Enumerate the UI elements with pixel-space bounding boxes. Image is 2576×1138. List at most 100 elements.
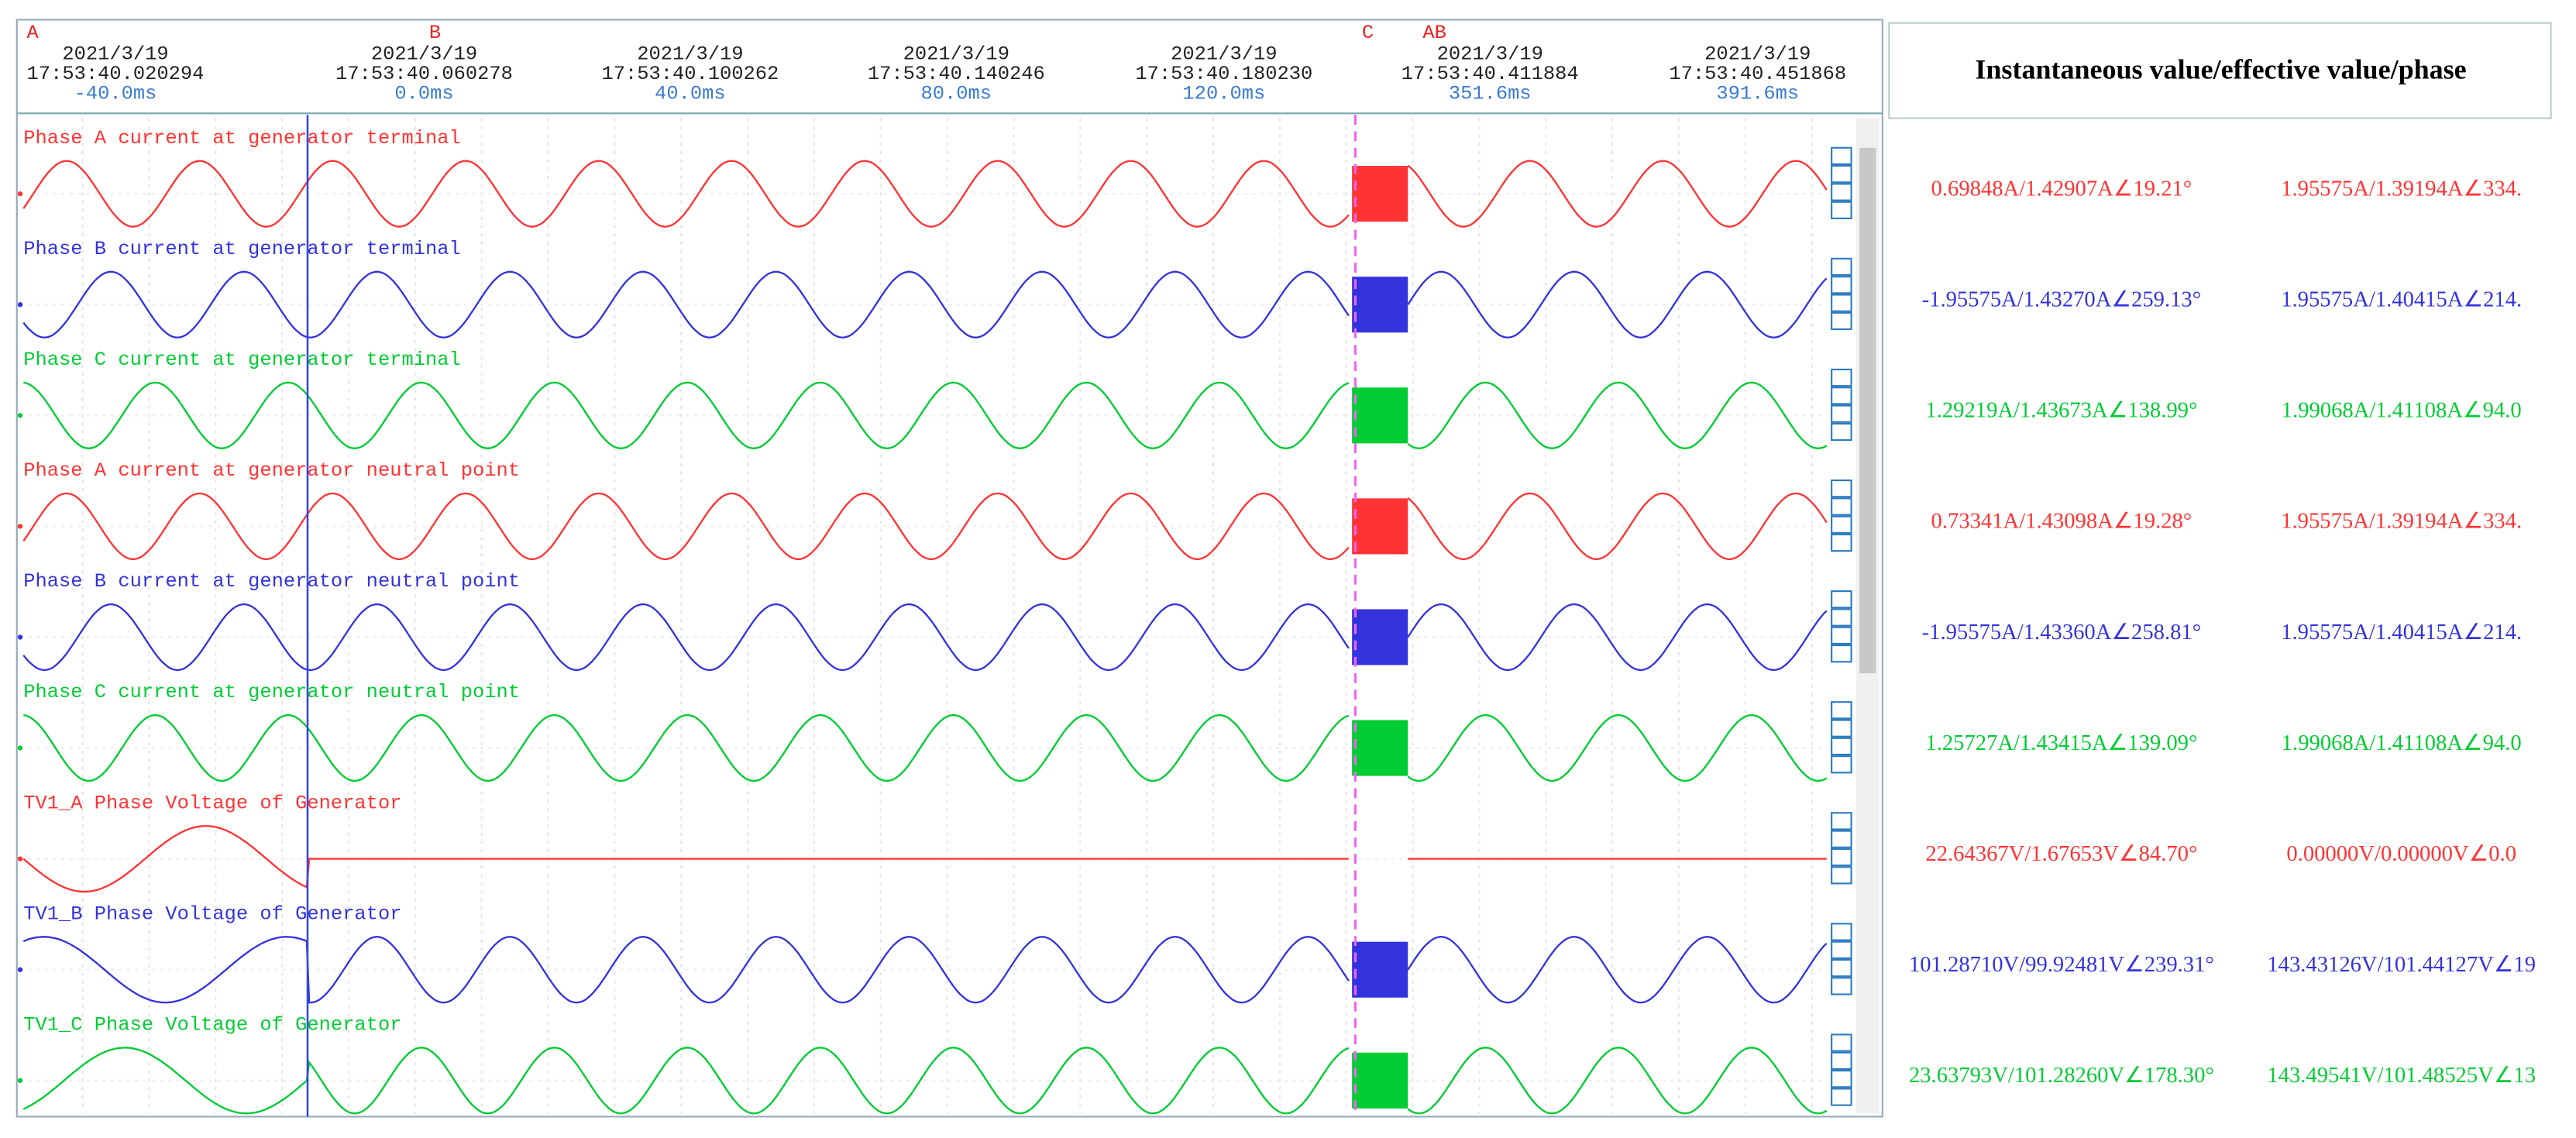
value-text: 0.73341A/1.43098A∠19.28° [1931,510,2193,534]
ts-time: 17:53:40.060278 [335,63,513,85]
channel-name: Phase C current at generator terminal [23,349,460,371]
row-button[interactable] [1831,940,1852,959]
ts-date: 2021/3/19 [62,43,168,66]
waveforms [17,160,1828,1115]
waveform [22,936,1828,1004]
row-button[interactable] [1831,812,1852,830]
ts-date: 2021/3/19 [371,43,477,66]
channel-name: TV1_A Phase Voltage of Generator [23,792,401,814]
burst [1352,387,1408,444]
value-text: 1.99068A/1.41108A∠94.0 [2282,731,2522,755]
value-text: 23.63793V/101.28260V∠178.30° [1909,1064,2214,1088]
waveform [23,381,1828,449]
value-text: 0.69848A/1.42907A∠19.21° [1931,177,2193,201]
burst [1352,498,1408,555]
burst [1352,720,1408,776]
row-marker [17,413,23,418]
value-text: 1.29219A/1.43673A∠138.99° [1925,399,2197,423]
burst [1352,609,1408,665]
value-text: 1.95575A/1.39194A∠334. [2281,510,2522,534]
row-marker [17,967,23,972]
row-button[interactable] [1831,590,1852,609]
row-button[interactable] [1831,183,1852,201]
value-panel: 0.69848A/1.42907A∠19.21° 1.95575A/1.39194… [1909,177,2536,1088]
row-button[interactable] [1831,830,1852,848]
row-button[interactable] [1831,847,1852,867]
value-text: 1.95575A/1.39194A∠334. [2281,177,2522,201]
ts-offset: -40.0ms [74,83,157,105]
row-button[interactable] [1831,977,1852,995]
channel-name: Phase B current at generator terminal [23,238,460,260]
scroll-thumb[interactable] [1859,147,1876,674]
row-button[interactable] [1831,515,1852,534]
waveform [23,713,1828,782]
channel-name: Phase B current at generator neutral poi… [23,570,520,593]
ts-time: 17:53:40.451868 [1669,63,1846,85]
waveform [22,492,1828,560]
row-button[interactable] [1831,608,1852,627]
row-button[interactable] [1831,1088,1852,1106]
row-button[interactable] [1831,387,1852,405]
cursor-label: B [429,22,441,44]
channel-name: Phase A current at generator neutral poi… [23,459,520,482]
row-button[interactable] [1831,497,1852,516]
ts-offset: 391.6ms [1716,83,1799,105]
ts-time: 17:53:40.100262 [601,63,779,85]
row-button[interactable] [1831,1033,1852,1052]
row-button[interactable] [1831,479,1852,498]
channel-name: TV1_C Phase Voltage of Generator [23,1013,401,1036]
row-button[interactable] [1831,368,1852,387]
row-button[interactable] [1831,1051,1852,1071]
row-button[interactable] [1831,626,1852,645]
waveform [22,603,1828,672]
ts-offset: 40.0ms [655,83,726,105]
value-text: -1.95575A/1.43360A∠258.81° [1922,621,2202,645]
ts-date: 2021/3/19 [1171,43,1277,66]
value-text: 1.95575A/1.40415A∠214. [2281,621,2522,645]
row-marker [17,745,23,751]
ts-time: 17:53:40.140246 [868,63,1045,85]
channel-name: Phase C current at generator neutral poi… [23,681,520,703]
cursor-label: AB [1422,22,1446,44]
value-text: 1.99068A/1.41108A∠94.0 [2282,399,2522,423]
burst [1352,941,1408,998]
value-text: 101.28710V/99.92481V∠239.31° [1909,953,2214,977]
value-text: 143.43126V/101.44127V∠19 [2267,953,2536,977]
row-marker [17,856,23,861]
row-button[interactable] [1831,146,1852,166]
row-button[interactable] [1831,257,1852,277]
row-button[interactable] [1831,311,1852,331]
row-button[interactable] [1831,645,1852,663]
ts-offset: 120.0ms [1182,83,1265,105]
waveform [22,270,1828,339]
row-button[interactable] [1831,201,1852,219]
ts-offset: 0.0ms [394,83,453,105]
channel-name: TV1_B Phase Voltage of Generator [23,902,401,925]
row-button[interactable] [1831,404,1852,423]
value-text: 1.95575A/1.40415A∠214. [2281,288,2522,312]
ts-offset: 80.0ms [921,83,992,105]
ts-date: 2021/3/19 [903,43,1009,66]
row-button[interactable] [1831,701,1852,720]
burst [1352,1052,1408,1109]
panel-title: Instantaneous value/effective value/phas… [1975,54,2466,85]
row-button[interactable] [1831,165,1852,184]
row-button[interactable] [1831,866,1852,885]
row-button[interactable] [1831,1070,1852,1088]
row-button[interactable] [1831,737,1852,756]
time-header: A B C AB2021/3/1917:53:40.020294-40.0ms2021… [23,22,1852,1106]
row-button[interactable] [1831,294,1852,312]
row-button[interactable] [1831,755,1852,774]
row-button[interactable] [1831,533,1852,552]
row-button[interactable] [1831,923,1852,941]
row-marker [17,1078,23,1083]
burst [1352,166,1408,222]
row-button[interactable] [1831,276,1852,294]
value-text: 22.64367V/1.67653V∠84.70° [1925,842,2197,866]
row-button[interactable] [1831,422,1852,442]
channel-name: Phase A current at generator terminal [23,127,460,150]
row-button[interactable] [1831,719,1852,737]
row-button[interactable] [1831,958,1852,978]
row-marker [17,524,23,529]
